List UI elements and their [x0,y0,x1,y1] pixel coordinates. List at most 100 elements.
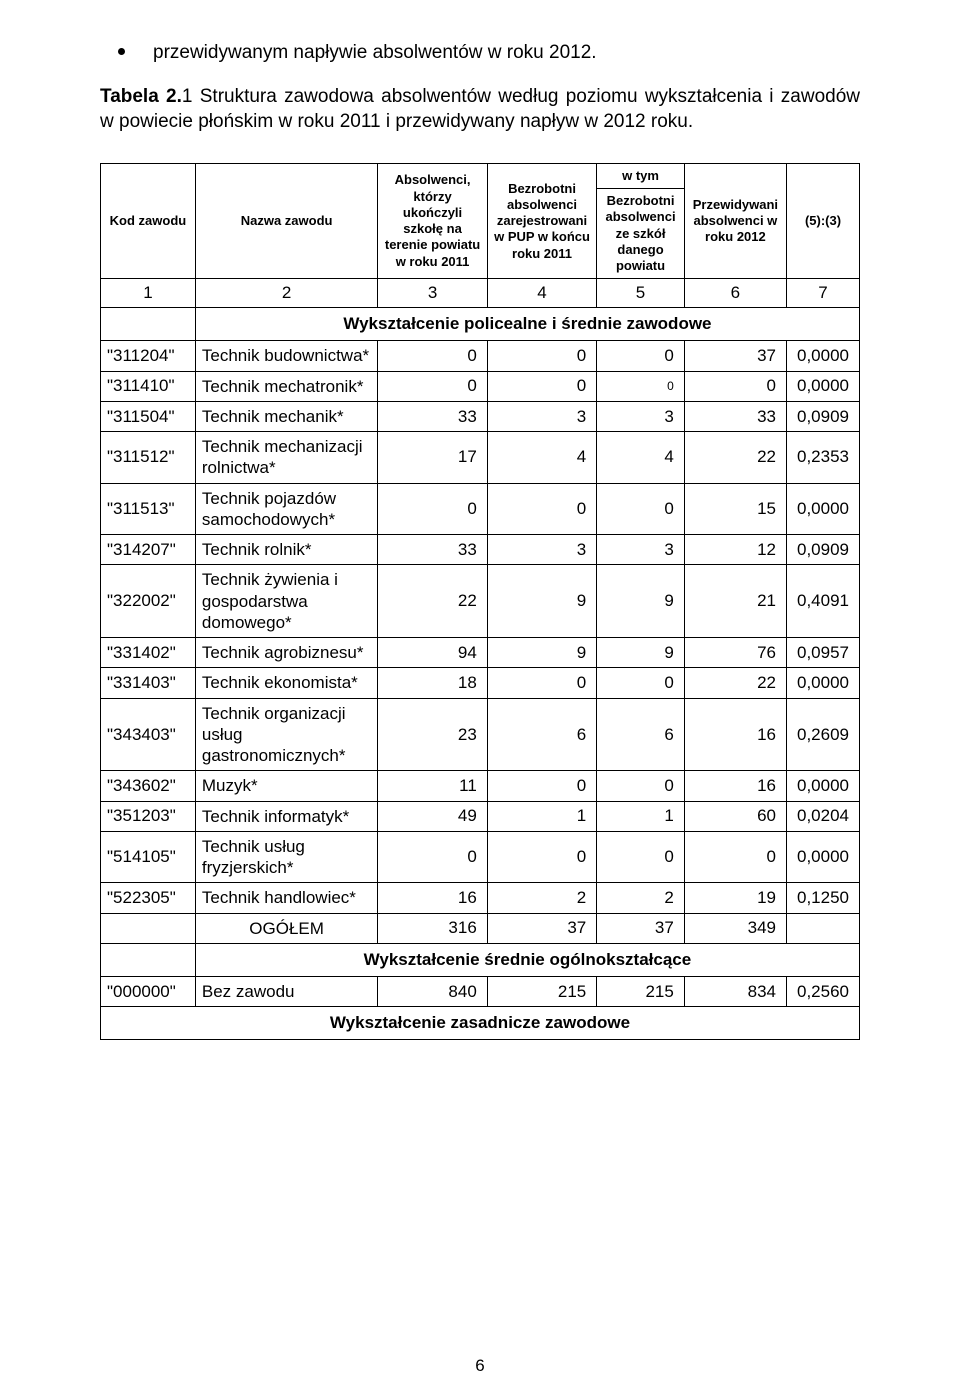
code-cell: "314207" [101,535,196,565]
code-cell: "000000" [101,976,196,1006]
val-cell: 76 [684,638,786,668]
table-row: "000000"Bez zawodu8402152158340,2560 [101,976,860,1006]
section-title: Wykształcenie zasadnicze zawodowe [101,1007,860,1040]
col-number: 3 [378,279,487,308]
col-number: 6 [684,279,786,308]
total-row: OGÓŁEM3163737349 [101,913,860,943]
val-cell: 0 [487,668,596,698]
val-cell: 16 [684,771,786,801]
name-cell: Technik agrobiznesu* [195,638,377,668]
caption-bold: Tabela 2. [100,86,182,107]
val-cell: 0 [487,771,596,801]
table-row: "522305"Technik handlowiec*1622190,1250 [101,883,860,913]
val-cell: 37 [487,913,596,943]
val-cell: 9 [597,638,685,668]
val-cell: 15 [684,483,786,535]
val-cell: 0,2353 [786,432,859,484]
val-cell: 33 [378,535,487,565]
val-cell: 0 [378,371,487,401]
val-cell: 0,0909 [786,401,859,431]
header-row: Kod zawodu Nazwa zawodu Absolwenci, któr… [101,163,860,188]
val-cell: 1 [597,801,685,831]
val-cell: 17 [378,432,487,484]
code-cell: "351203" [101,801,196,831]
table-row: "311512"Technik mechanizacji rolnictwa*1… [101,432,860,484]
val-cell: 49 [378,801,487,831]
val-cell: 0 [597,668,685,698]
name-cell: Bez zawodu [195,976,377,1006]
section-row: Wykształcenie średnie ogólnokształcące [101,943,860,976]
section-row: Wykształcenie policealne i średnie zawod… [101,308,860,341]
val-cell: 0 [684,371,786,401]
val-cell: 0 [597,831,685,883]
code-cell: "311204" [101,341,196,371]
code-cell: "343602" [101,771,196,801]
name-cell: Technik usług fryzjerskich* [195,831,377,883]
val-cell: 0 [378,831,487,883]
val-cell: 0,0000 [786,341,859,371]
caption-rest: 1 Struktura zawodowa absolwentów według … [100,86,860,133]
name-cell: Technik organizacji usług gastronomiczny… [195,698,377,771]
val-cell: 22 [684,432,786,484]
val-cell: 0,1250 [786,883,859,913]
bullet-dot [118,48,125,55]
val-cell: 11 [378,771,487,801]
val-cell: 2 [597,883,685,913]
val-cell: 21 [684,565,786,638]
val-cell: 0,0909 [786,535,859,565]
val-cell: 349 [684,913,786,943]
val-cell: 3 [487,535,596,565]
th-przew: Przewidywani absolwenci w roku 2012 [684,163,786,279]
val-cell: 16 [378,883,487,913]
val-cell: 215 [597,976,685,1006]
val-cell: 0,2560 [786,976,859,1006]
val-cell: 0 [597,341,685,371]
val-cell: 0,0000 [786,483,859,535]
name-cell: Technik budownictwa* [195,341,377,371]
name-cell: Technik żywienia i gospodarstwa domowego… [195,565,377,638]
table-row: "311410"Technik mechatronik*00000,0000 [101,371,860,401]
val-cell: 18 [378,668,487,698]
code-cell: "311512" [101,432,196,484]
col-number: 4 [487,279,596,308]
val-cell: 4 [487,432,596,484]
name-cell: Technik informatyk* [195,801,377,831]
code-cell: "311513" [101,483,196,535]
val-cell: 2 [487,883,596,913]
col-number-row: 1234567 [101,279,860,308]
data-table: Kod zawodu Nazwa zawodu Absolwenci, któr… [100,163,860,1040]
val-cell: 3 [597,535,685,565]
val-cell: 0 [487,831,596,883]
val-cell: 4 [597,432,685,484]
name-cell: Technik mechatronik* [195,371,377,401]
val-cell: 19 [684,883,786,913]
table-row: "314207"Technik rolnik*3333120,0909 [101,535,860,565]
val-cell: 3 [487,401,596,431]
val-cell: 0 [487,341,596,371]
th-wtym-sub: Bezrobotni absolwenci ze szkół danego po… [597,189,685,279]
val-cell: 0 [487,483,596,535]
val-cell: 834 [684,976,786,1006]
val-cell: 1 [487,801,596,831]
val-cell: 0,0000 [786,371,859,401]
code-cell: "514105" [101,831,196,883]
table-row: "331403"Technik ekonomista*1800220,0000 [101,668,860,698]
table-row: "514105"Technik usług fryzjerskich*00000… [101,831,860,883]
code-cell: "322002" [101,565,196,638]
name-cell: Technik handlowiec* [195,883,377,913]
val-cell: 6 [487,698,596,771]
table-row: "351203"Technik informatyk*4911600,0204 [101,801,860,831]
val-cell: 0,0000 [786,668,859,698]
th-kod: Kod zawodu [101,163,196,279]
th-bezr: Bezrobotni absolwenci zarejestrowani w P… [487,163,596,279]
val-cell: 0 [597,771,685,801]
val-cell: 0 [597,371,685,401]
name-cell: Muzyk* [195,771,377,801]
val-cell: 9 [597,565,685,638]
val-cell: 3 [597,401,685,431]
val-cell: 0,0000 [786,771,859,801]
section-title: Wykształcenie średnie ogólnokształcące [195,943,859,976]
val-cell: 0 [487,371,596,401]
val-cell: 12 [684,535,786,565]
val-cell: 33 [684,401,786,431]
